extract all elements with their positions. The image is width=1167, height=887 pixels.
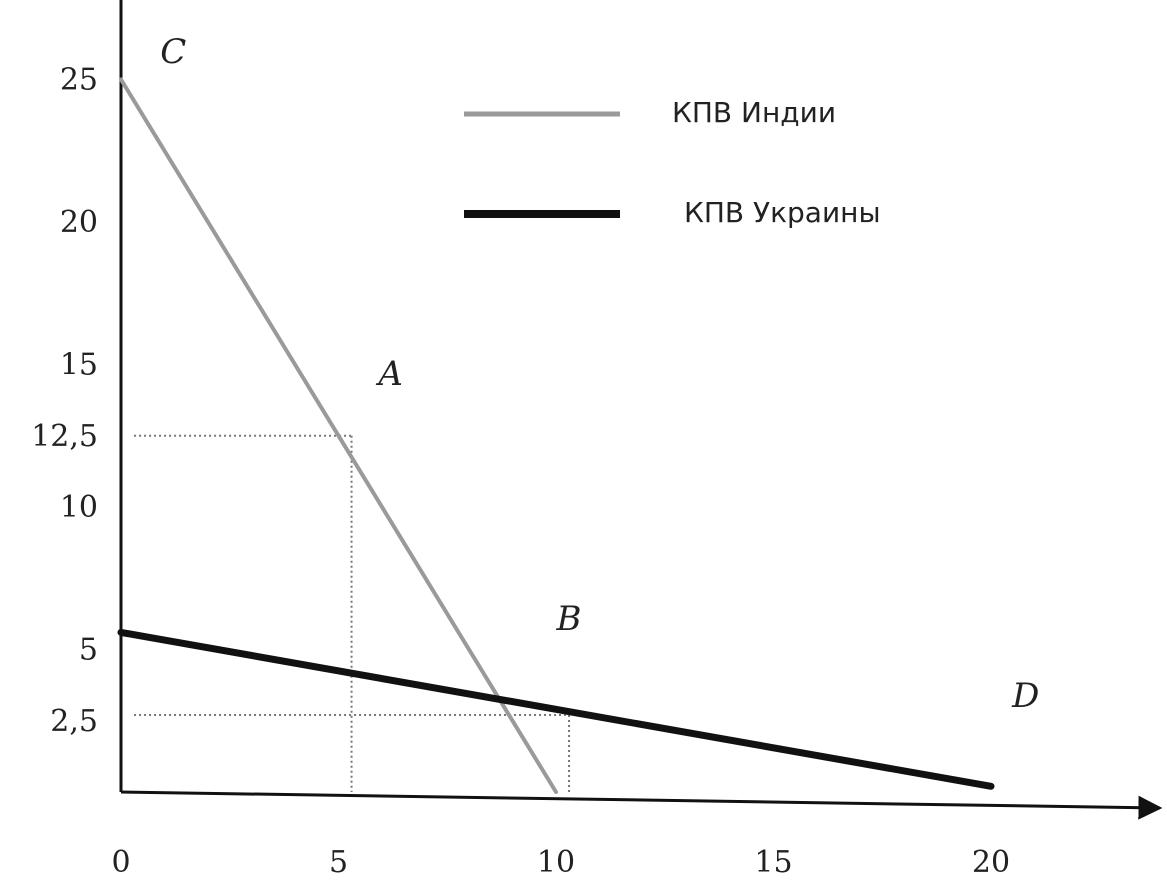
y-tick-label-12-5: 12,5: [31, 419, 98, 454]
y-tick-labels: 25 20 15 12,5 10 5 2,5: [31, 63, 98, 739]
point-labels: C A B D: [160, 32, 1039, 716]
guide-lines: [134, 434, 571, 792]
legend-label-1: КПВ Украины: [684, 196, 881, 229]
x-axis: [120, 790, 1163, 820]
x-tick-labels: 0 5 10 15 20: [111, 845, 1010, 880]
legend-label-0: КПВ Индии: [672, 96, 836, 129]
x-tick-label-20: 20: [972, 845, 1010, 880]
x-tick-label-10: 10: [537, 845, 575, 880]
series-lines: [117, 77, 995, 794]
series-line-1: [117, 628, 995, 790]
x-tick-label-15: 15: [754, 845, 792, 880]
x-tick-label-0: 0: [111, 845, 130, 880]
point-label-b: B: [556, 599, 582, 639]
y-tick-label-2-5: 2,5: [50, 704, 98, 739]
x-tick-label-5: 5: [329, 845, 348, 880]
y-tick-label-25: 25: [60, 63, 98, 98]
point-label-a: A: [375, 354, 403, 394]
legend: КПВ Индии КПВ Украины: [464, 96, 881, 229]
point-label-c: C: [160, 32, 186, 72]
point-label-d: D: [1011, 676, 1039, 716]
series-line-0: [119, 77, 558, 794]
y-tick-label-20: 20: [60, 205, 98, 240]
y-tick-label-15: 15: [60, 348, 98, 383]
y-tick-label-5: 5: [79, 633, 98, 668]
y-tick-label-10: 10: [60, 490, 98, 525]
